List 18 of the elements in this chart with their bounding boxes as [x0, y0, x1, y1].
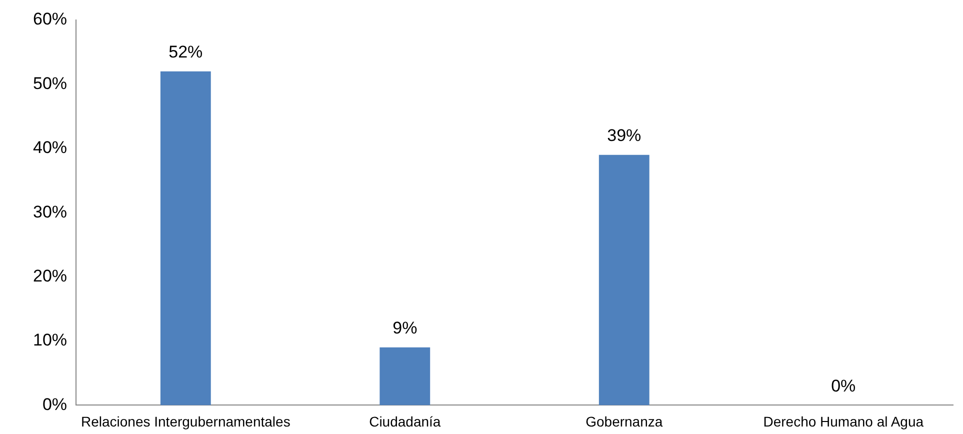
data-label: 9% — [392, 318, 418, 338]
bar — [160, 71, 211, 406]
y-tick-label: 20% — [32, 266, 68, 286]
data-label: 52% — [168, 42, 203, 62]
x-tick-label: Derecho Humano al Agua — [763, 413, 924, 430]
x-tick-label: Gobernanza — [586, 413, 663, 430]
data-label: 0% — [831, 376, 856, 396]
y-tick-label: 40% — [32, 138, 68, 158]
x-tick-label: Ciudadanía — [369, 413, 441, 430]
bar — [598, 154, 650, 406]
y-tick-label: 10% — [32, 330, 68, 350]
y-tick-label: 30% — [32, 202, 68, 222]
x-tick-label: Relaciones Intergubernamentales — [80, 413, 290, 430]
y-tick-label: 50% — [32, 74, 68, 93]
y-tick-label: 0% — [42, 394, 68, 414]
y-tick-label: 60% — [32, 10, 68, 29]
bar — [380, 347, 430, 406]
data-label: 39% — [607, 126, 642, 146]
